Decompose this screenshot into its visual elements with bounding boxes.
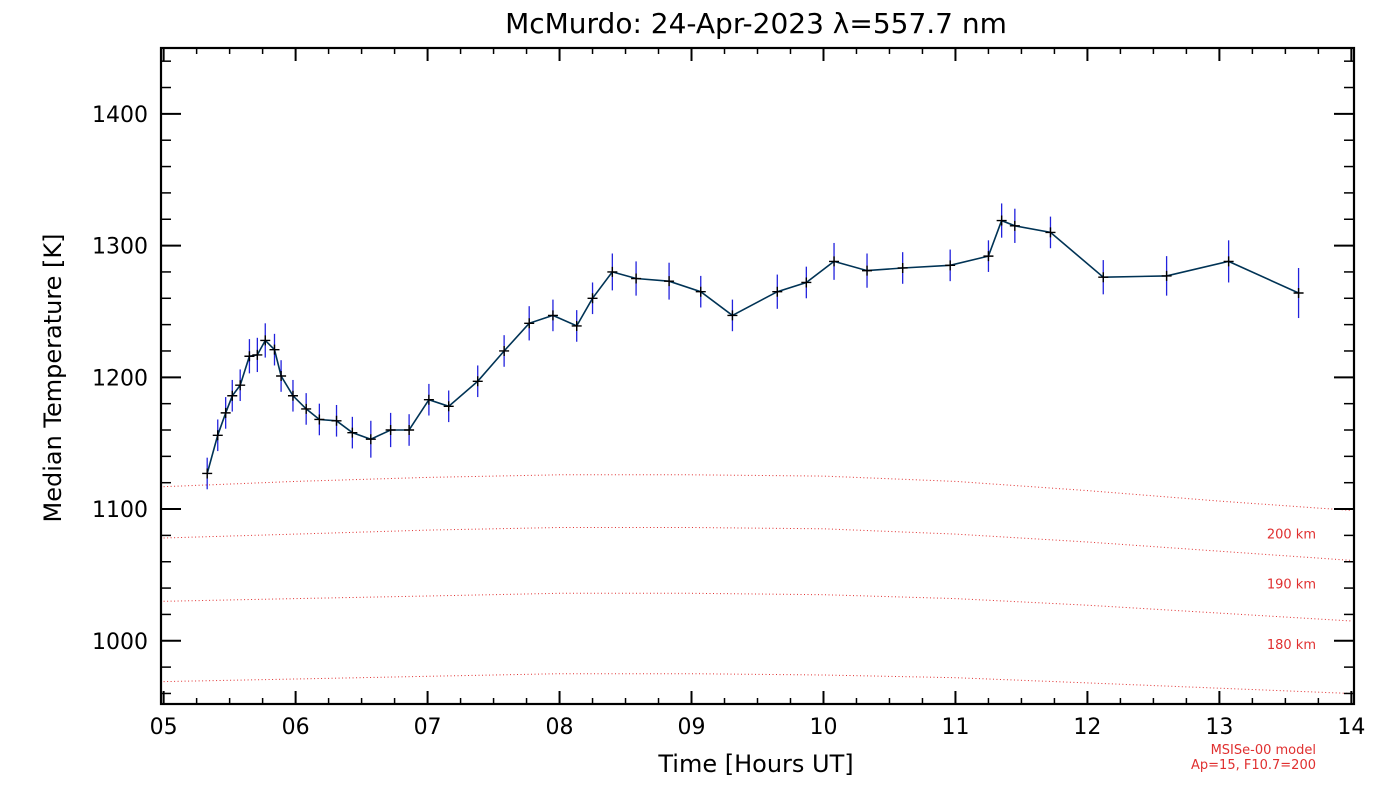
y-tick-label: 1300 [92, 235, 148, 260]
x-axis-label: Time [Hours UT] [657, 750, 853, 778]
model-curve [163, 592, 1352, 622]
data-point [1098, 272, 1109, 283]
data-point [945, 260, 956, 271]
x-tick-label: 12 [1073, 715, 1101, 740]
data-point [1009, 220, 1020, 231]
data-point [331, 415, 342, 426]
model-curve-label: 180 km [1267, 638, 1316, 653]
data-point [983, 251, 994, 262]
y-tick-label: 1200 [92, 366, 148, 391]
data-point [772, 286, 783, 297]
plot-frame [159, 46, 1356, 706]
data-point [996, 215, 1007, 226]
model-note: MSISe-00 model [1211, 743, 1316, 758]
data-point [244, 351, 255, 362]
model-curve-labels: 200 km 190 km 180 km 170 km [1267, 527, 1316, 725]
data-point [829, 256, 840, 267]
data-point [897, 262, 908, 273]
data-point [276, 371, 287, 381]
x-tick-label: 13 [1205, 715, 1233, 740]
axes: 05 06 07 08 09 10 11 12 13 14 1000 1100 1200 1300 1400 [92, 48, 1365, 740]
x-tick-label: 05 [150, 715, 178, 740]
x-tick-label: 09 [678, 715, 706, 740]
data-point [499, 345, 510, 356]
y-tick-label: 1400 [92, 103, 148, 128]
data-point [347, 427, 358, 438]
x-tick-label: 14 [1337, 715, 1365, 740]
data-point [1223, 256, 1234, 267]
data-point [547, 310, 558, 321]
data-point [227, 390, 238, 401]
data-point [365, 434, 376, 445]
model-curve [163, 474, 1352, 511]
data-point [314, 414, 325, 425]
data-point [631, 273, 642, 284]
data-point [423, 394, 434, 405]
data-point [1161, 270, 1172, 281]
y-tick-label: 1000 [92, 630, 148, 655]
chart-title: McMurdo: 24-Apr-2023 λ=557.7 nm [505, 7, 1007, 40]
model-curves [163, 474, 1352, 694]
y-axis-label: Median Temperature [K] [39, 233, 67, 522]
data-point [443, 401, 454, 412]
data-point [212, 430, 223, 441]
model-curve [163, 673, 1352, 694]
data-point [472, 376, 483, 387]
data-point [571, 320, 582, 331]
model-curve-label: 170 km [1267, 710, 1316, 725]
data-point [607, 266, 618, 277]
data-point [385, 425, 396, 436]
data-point [801, 277, 812, 288]
model-curve-label: 200 km [1267, 527, 1316, 542]
data-point [260, 335, 271, 346]
data-point [202, 468, 213, 479]
data-point [235, 380, 246, 391]
data-point [1045, 227, 1056, 238]
x-tick-label: 08 [546, 715, 574, 740]
data-point [404, 425, 415, 436]
data-point [252, 349, 263, 360]
model-curve-label: 190 km [1267, 577, 1316, 592]
data-series [202, 203, 1304, 490]
data-point [1293, 288, 1304, 299]
data-point [269, 344, 280, 355]
data-point [587, 293, 598, 304]
data-point [220, 407, 231, 418]
x-tick-label: 06 [282, 715, 310, 740]
data-point [695, 286, 706, 297]
x-tick-label: 10 [809, 715, 837, 740]
data-point [862, 265, 873, 276]
x-tick-label: 11 [941, 715, 969, 740]
data-point [301, 403, 312, 414]
data-point [287, 390, 298, 401]
data-point [727, 310, 738, 321]
data-point [664, 276, 675, 287]
data-point [524, 318, 535, 329]
x-tick-label: 07 [414, 715, 442, 740]
model-params-note: Ap=15, F10.7=200 [1191, 758, 1316, 773]
model-curve [163, 527, 1352, 561]
y-tick-label: 1100 [92, 498, 148, 523]
